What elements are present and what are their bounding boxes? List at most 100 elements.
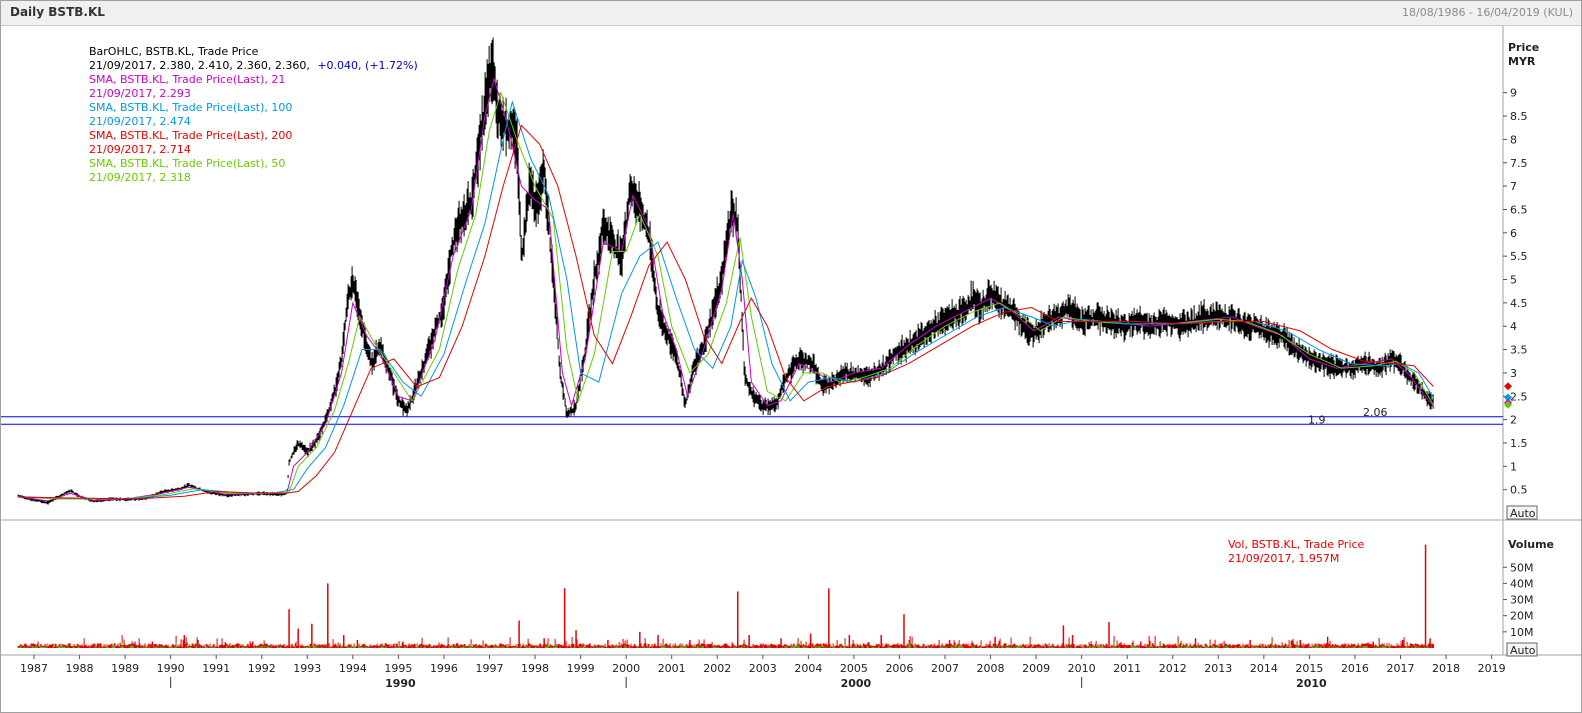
legend-price-change: +0.040, (+1.72%) (317, 59, 417, 72)
year-tick-label: 2011 (1113, 662, 1141, 675)
volume-axis[interactable]: 10M 20M 30M 40M 50M (1503, 561, 1534, 639)
price-tick-label: 1 (1510, 460, 1517, 473)
price-tick-label: 6.5 (1510, 203, 1528, 216)
year-tick-label: 2009 (1022, 662, 1050, 675)
sma-lines[interactable] (18, 76, 1434, 502)
price-panel[interactable] (1, 26, 1503, 519)
year-tick-label: 2015 (1295, 662, 1323, 675)
year-tick-label: 1989 (111, 662, 139, 675)
volume-auto-button[interactable]: Auto (1506, 642, 1538, 657)
horizontal-lines[interactable]: 2.06 1.9 (1, 406, 1503, 426)
legend-sma100-value: 21/09/2017, 2.474 (89, 115, 191, 128)
year-tick-label: 2004 (794, 662, 822, 675)
legend-sma21-value: 21/09/2017, 2.293 (89, 87, 191, 100)
marker-sma-50 (1504, 400, 1512, 409)
year-tick-label: 2002 (703, 662, 731, 675)
year-tick-label: 1990 (157, 662, 185, 675)
year-tick-label: 2005 (840, 662, 868, 675)
year-tick-label: 2017 (1387, 662, 1415, 675)
sma-100-line[interactable] (18, 100, 1434, 500)
sma-50-line[interactable] (18, 91, 1434, 500)
volume-panel[interactable] (1, 521, 1503, 655)
price-axis-unit: MYR (1508, 55, 1536, 68)
legend-volume-title: Vol, BSTB.KL, Trade Price (1228, 538, 1365, 551)
legend-sma200-title: SMA, BSTB.KL, Trade Price(Last), 200 (89, 129, 292, 142)
volume-legend: Vol, BSTB.KL, Trade Price 21/09/2017, 1.… (1228, 538, 1365, 565)
volume-tick-label: 50M (1510, 561, 1534, 574)
year-tick-label: 1987 (20, 662, 48, 675)
year-tick-label: 1992 (248, 662, 276, 675)
price-auto-button[interactable]: Auto (1506, 505, 1538, 520)
year-tick-label: 2008 (977, 662, 1005, 675)
hline-label-2.06: 2.06 (1363, 406, 1388, 419)
year-tick-label: 1996 (430, 662, 458, 675)
decade-tick-label: 1990 (385, 677, 416, 690)
year-tick-label: 2019 (1478, 662, 1506, 675)
volume-bars[interactable] (17, 544, 1435, 648)
year-tick-label: 1993 (293, 662, 321, 675)
price-tick-label: 0.5 (1510, 484, 1528, 497)
volume-auto-label: Auto (1510, 644, 1536, 657)
legend-price-title: BarOHLC, BSTB.KL, Trade Price (89, 45, 259, 58)
chart-title: Daily BSTB.KL (10, 5, 105, 19)
price-tick-label: 8.5 (1510, 110, 1528, 123)
legend-sma50-title: SMA, BSTB.KL, Trade Price(Last), 50 (89, 157, 285, 170)
price-tick-label: 1.5 (1510, 437, 1528, 450)
legend-sma200-value: 21/09/2017, 2.714 (89, 143, 191, 156)
decade-tick-label: 2000 (841, 677, 872, 690)
price-tick-label: 8 (1510, 133, 1517, 146)
sma-200-line[interactable] (18, 124, 1434, 500)
legend-volume-value: 21/09/2017, 1.957M (1228, 552, 1339, 565)
year-tick-label: 2001 (658, 662, 686, 675)
price-tick-label: 5.5 (1510, 250, 1528, 263)
price-tick-label: 6 (1510, 227, 1517, 240)
volume-baseline-bars[interactable] (17, 635, 1434, 648)
year-tick-label: 1991 (202, 662, 230, 675)
price-tick-label: 5 (1510, 274, 1517, 287)
year-tick-label: 1999 (567, 662, 595, 675)
title-bar: Daily BSTB.KL 18/08/1986 - 16/04/2019 (K… (1, 1, 1581, 26)
marker-sma-100 (1504, 393, 1512, 402)
legend-sma21-title: SMA, BSTB.KL, Trade Price(Last), 21 (89, 73, 285, 86)
year-tick-label: 2000 (612, 662, 640, 675)
price-auto-label: Auto (1510, 507, 1536, 520)
year-tick-label: 2016 (1341, 662, 1369, 675)
price-tick-label: 4 (1510, 320, 1517, 333)
price-legend: BarOHLC, BSTB.KL, Trade Price 21/09/2017… (89, 45, 418, 184)
decade-tick-label: 2010 (1296, 677, 1327, 690)
hline-label-1.9: 1.9 (1308, 413, 1326, 426)
year-tick-label: 2003 (749, 662, 777, 675)
price-axis[interactable]: 0.5 1 1.5 2 2.5 3 3.5 4 4.5 5 5.5 6 6.5 7 7.5 8 8.5 9 (1503, 87, 1528, 497)
last-value-markers (1504, 382, 1512, 409)
volume-axis-label: Volume (1508, 538, 1554, 551)
year-tick-label: 1995 (384, 662, 412, 675)
volume-tick-label: 20M (1510, 610, 1534, 623)
price-axis-label: Price (1508, 41, 1539, 54)
price-tick-label: 2.5 (1510, 390, 1528, 403)
volume-up-bars (17, 642, 1432, 648)
legend-sma50-value: 21/09/2017, 2.318 (89, 171, 191, 184)
marker-sma-200 (1504, 382, 1512, 391)
year-tick-label: 1994 (339, 662, 367, 675)
year-tick-label: 2010 (1068, 662, 1096, 675)
price-tick-label: 3.5 (1510, 344, 1528, 357)
year-tick-label: 2007 (931, 662, 959, 675)
chart-canvas[interactable]: 2.06 1.9 0.5 1 1.5 2 2.5 3 3.5 4 4.5 5 5.5 6 6.5 7 7.5 8… (1, 26, 1581, 712)
price-tick-label: 2 (1510, 414, 1517, 427)
date-range: 18/08/1986 - 16/04/2019 (KUL) (1402, 6, 1573, 19)
legend-price-date-values: 21/09/2017, 2.380, 2.410, 2.360, 2.360, (89, 59, 310, 72)
price-tick-label: 7.5 (1510, 157, 1528, 170)
volume-tick-label: 40M (1510, 577, 1534, 590)
year-tick-label: 1998 (521, 662, 549, 675)
year-tick-label: 2006 (885, 662, 913, 675)
price-tick-label: 3 (1510, 367, 1517, 380)
volume-tick-label: 30M (1510, 594, 1534, 607)
price-tick-label: 7 (1510, 180, 1517, 193)
year-tick-label: 2018 (1432, 662, 1460, 675)
price-tick-label: 9 (1510, 87, 1517, 100)
year-tick-label: 2012 (1159, 662, 1187, 675)
year-tick-label: 2013 (1204, 662, 1232, 675)
time-axis[interactable]: 1987 1988 1989 1990 1991 1992 1993 1994 1995 1996… (1, 655, 1506, 690)
year-tick-label: 1988 (66, 662, 94, 675)
volume-tick-label: 10M (1510, 626, 1534, 639)
